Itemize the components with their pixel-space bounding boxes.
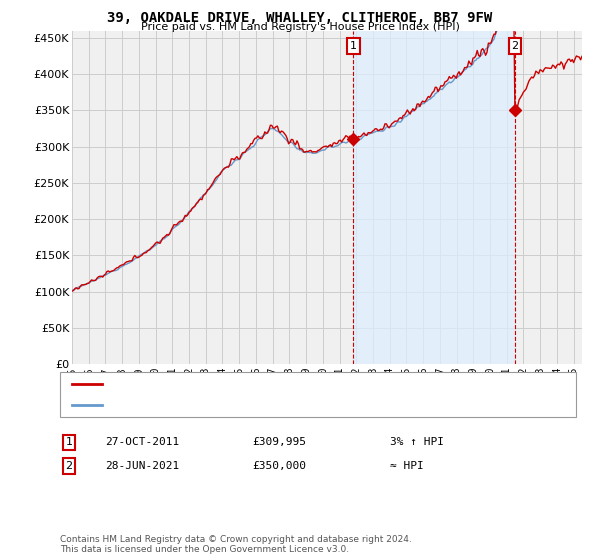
Text: Price paid vs. HM Land Registry's House Price Index (HPI): Price paid vs. HM Land Registry's House …: [140, 22, 460, 32]
Text: 1: 1: [65, 437, 73, 447]
Text: 27-OCT-2011: 27-OCT-2011: [105, 437, 179, 447]
Text: £309,995: £309,995: [252, 437, 306, 447]
Text: Contains HM Land Registry data © Crown copyright and database right 2024.
This d: Contains HM Land Registry data © Crown c…: [60, 535, 412, 554]
Text: 2: 2: [65, 461, 73, 471]
Bar: [353, 31, 515, 364]
Text: 39, OAKDALE DRIVE, WHALLEY, CLITHEROE, BB7 9FW (detached house): 39, OAKDALE DRIVE, WHALLEY, CLITHEROE, B…: [105, 380, 457, 390]
Text: 3% ↑ HPI: 3% ↑ HPI: [390, 437, 444, 447]
Text: 39, OAKDALE DRIVE, WHALLEY, CLITHEROE, BB7 9FW: 39, OAKDALE DRIVE, WHALLEY, CLITHEROE, B…: [107, 11, 493, 25]
Text: 2: 2: [511, 41, 518, 51]
Text: 1: 1: [350, 41, 357, 51]
Text: HPI: Average price, detached house, Ribble Valley: HPI: Average price, detached house, Ribb…: [105, 400, 349, 410]
Text: £350,000: £350,000: [252, 461, 306, 471]
Text: ≈ HPI: ≈ HPI: [390, 461, 424, 471]
Text: 28-JUN-2021: 28-JUN-2021: [105, 461, 179, 471]
